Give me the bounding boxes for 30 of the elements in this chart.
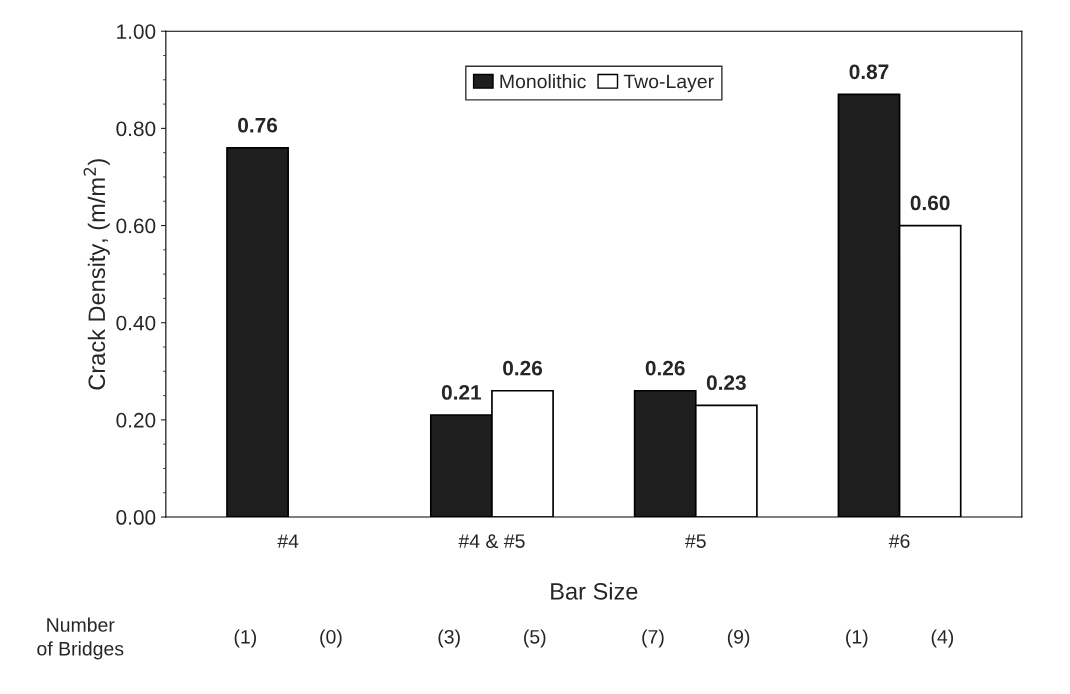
text: (5) [524,629,546,648]
data-label: 0.21 [441,385,482,400]
text: (7) [642,629,664,648]
y-tick-label: 0.80 [116,121,156,137]
text: Number of Bridges [37,617,124,660]
text: (0) [320,629,342,648]
x-axis-title: Bar Size [551,582,638,600]
text: (3) [438,629,460,648]
data-label: 0.23 [706,375,746,391]
x-tick-label: #4 & #5 [458,534,525,548]
text: (9) [727,629,750,648]
data-label: 0.60 [910,195,950,211]
legend-label: Two-Layer [623,74,714,93]
data-label: 0.76 [238,117,278,133]
text: (1) [846,629,868,648]
y-tick-label: 1.00 [117,24,156,39]
y-tick-label: 0.00 [116,510,156,525]
data-label: 0.87 [849,64,889,80]
data-label: 0.26 [503,360,543,376]
y-tick-label: 0.20 [116,412,156,428]
x-tick-label: #6 [888,534,910,548]
x-tick-label: #5 [685,534,706,548]
data-label: 0.26 [645,360,685,376]
text: (4) [931,629,954,648]
y-tick-label: 0.60 [116,218,156,234]
x-tick-label: #4 [277,534,299,548]
y-tick-label: 0.40 [116,315,156,331]
legend-label: Monolithic [500,74,586,89]
text: (1) [234,629,257,648]
y-axis-title: Crack Density, (m/m$^{2}$) [83,159,110,390]
